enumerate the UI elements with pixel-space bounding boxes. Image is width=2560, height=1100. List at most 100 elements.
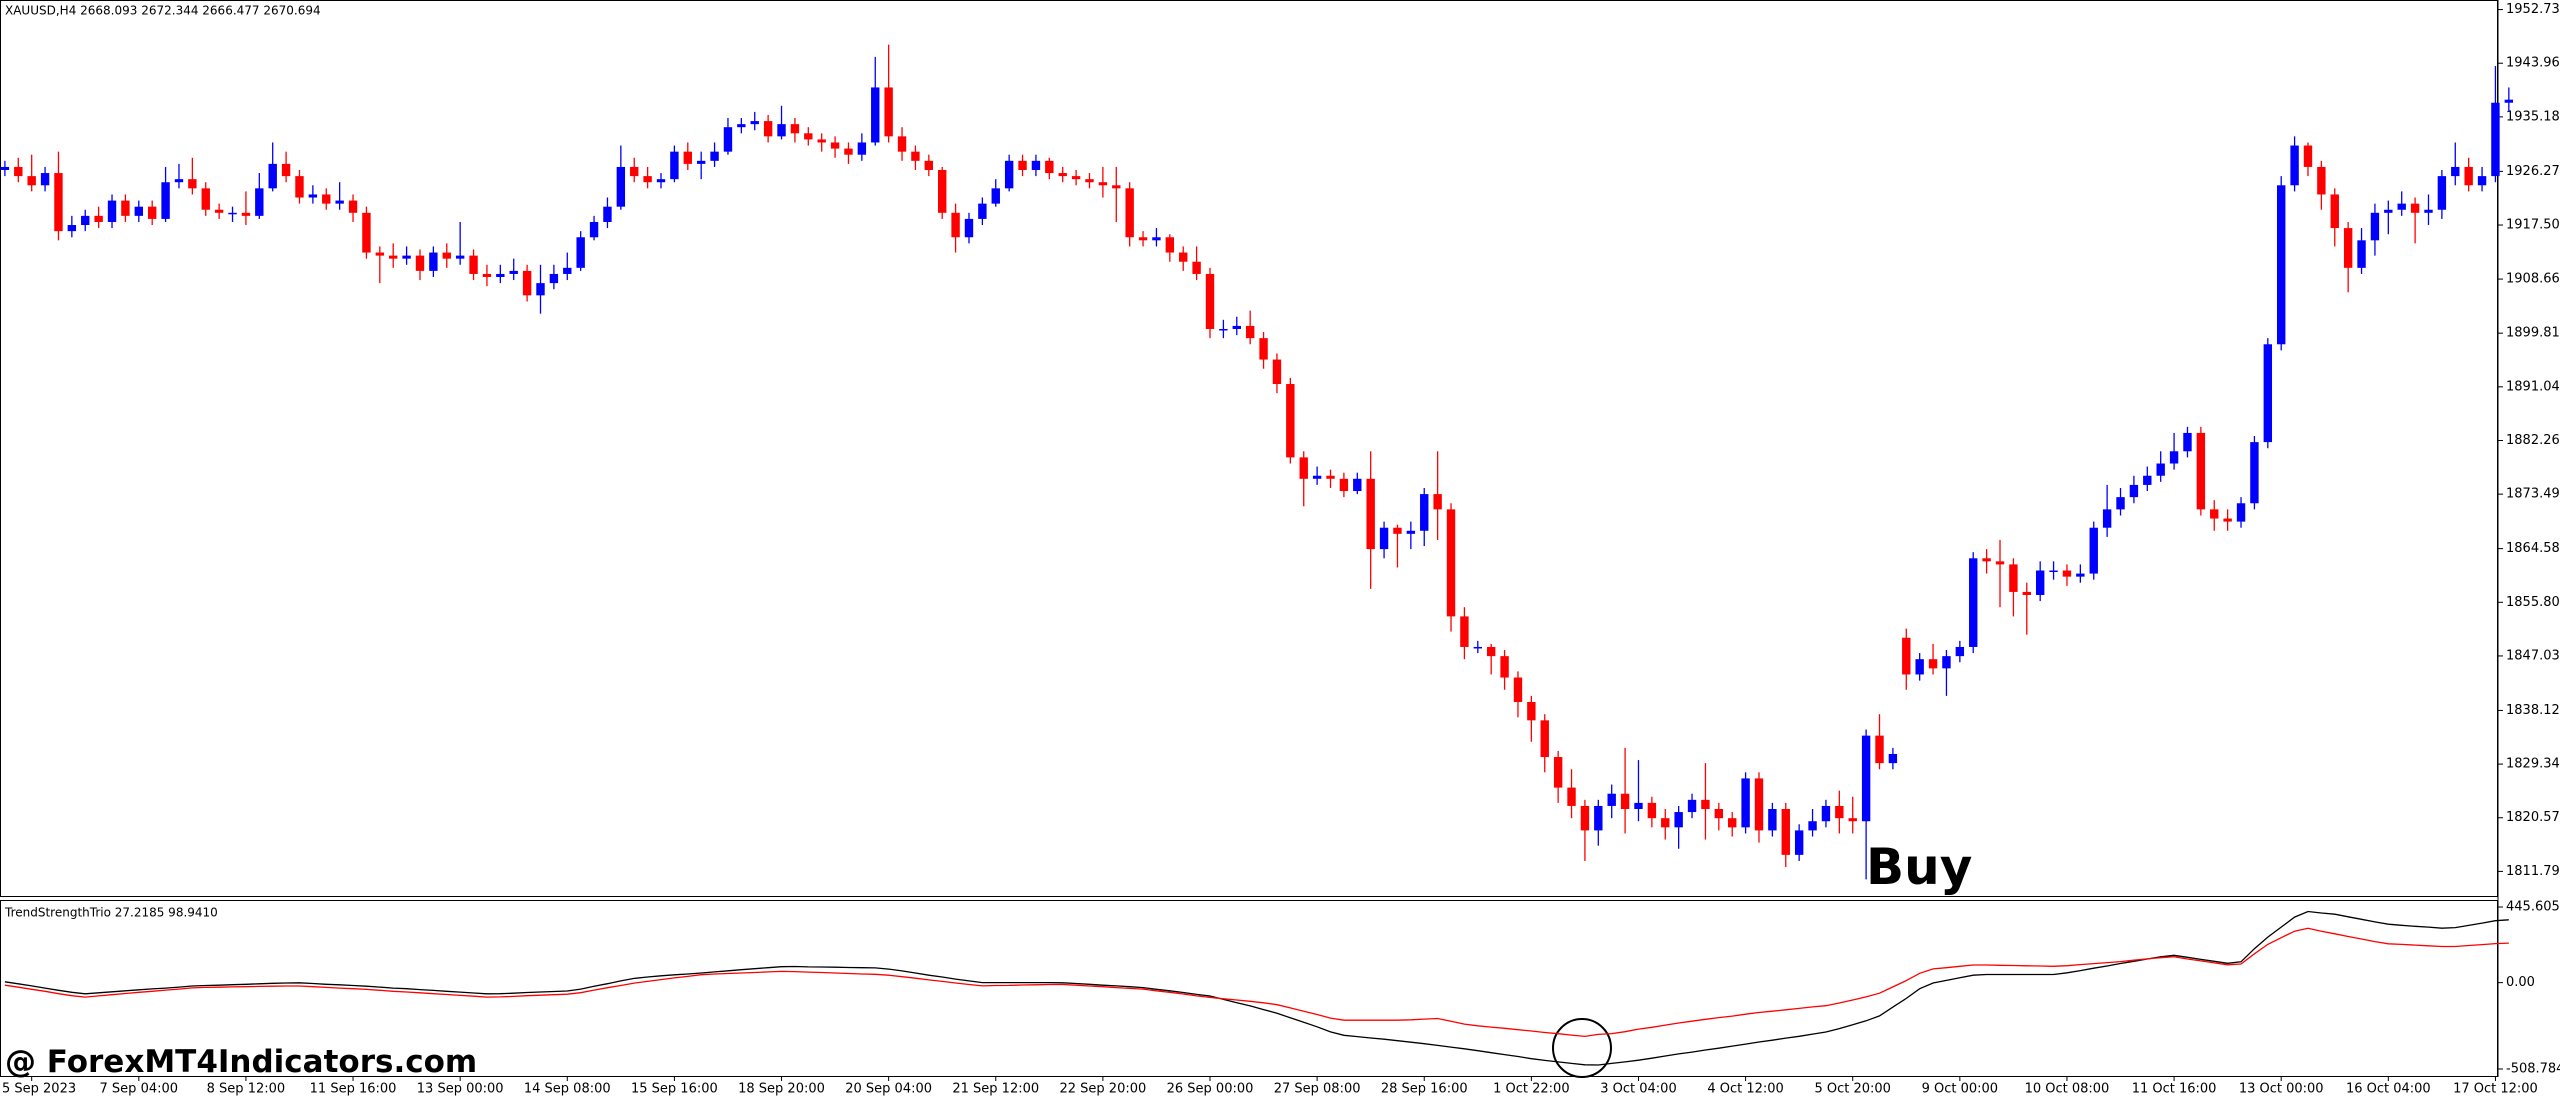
candle-body bbox=[1004, 160, 1014, 189]
y-tick-label: 1838.120 bbox=[2506, 703, 2560, 718]
candle-body bbox=[1232, 325, 1241, 329]
x-tick-label: 8 Sep 12:00 bbox=[207, 1082, 286, 1097]
candle-body bbox=[2169, 451, 2179, 464]
x-tick-label: 3 Oct 04:00 bbox=[1600, 1082, 1676, 1097]
candle-body bbox=[2303, 145, 2313, 167]
indicator-line bbox=[4, 910, 2509, 1066]
candle-body bbox=[121, 200, 130, 216]
candle-body bbox=[255, 188, 264, 216]
candle-body bbox=[536, 283, 545, 296]
candle-body bbox=[1781, 809, 1790, 855]
candle-body bbox=[134, 206, 143, 216]
candle-body bbox=[0, 166, 10, 170]
y-tick-label: 445.6054 bbox=[2506, 900, 2560, 915]
candle-body bbox=[482, 273, 492, 278]
candle-body bbox=[1982, 558, 1991, 562]
candle-body bbox=[2451, 166, 2460, 177]
candle-body bbox=[1714, 809, 1724, 819]
y-tick-label: 1864.580 bbox=[2506, 541, 2560, 556]
candle-body bbox=[1138, 237, 1148, 241]
candle-body bbox=[1353, 478, 1362, 492]
y-tick-label: -508.7842 bbox=[2506, 1062, 2560, 1077]
candle-body bbox=[2277, 185, 2286, 345]
candle-body bbox=[563, 267, 572, 274]
candle-body bbox=[14, 166, 23, 177]
y-tick-label: 1943.960 bbox=[2506, 56, 2560, 71]
candle-body bbox=[2370, 212, 2380, 241]
candle-body bbox=[1607, 793, 1616, 806]
candle-body bbox=[1848, 818, 1857, 822]
candle-body bbox=[616, 166, 626, 207]
candle-body bbox=[1326, 475, 1335, 479]
candle-body bbox=[389, 255, 398, 259]
candle-body bbox=[1902, 637, 1911, 675]
candle-body bbox=[1420, 494, 1429, 531]
y-tick-label: 1935.185 bbox=[2506, 109, 2560, 124]
candle-body bbox=[1165, 237, 1175, 253]
x-tick-label: 18 Sep 20:00 bbox=[738, 1082, 825, 1097]
x-tick-label: 5 Sep 2023 bbox=[2, 1082, 76, 1097]
candle-body bbox=[737, 124, 746, 128]
candle-body bbox=[1661, 818, 1670, 828]
candle-body bbox=[643, 176, 652, 183]
candle-body bbox=[2210, 509, 2219, 519]
candle-body bbox=[402, 255, 411, 259]
candle-body bbox=[656, 179, 666, 183]
candle-body bbox=[1286, 384, 1295, 458]
candle-body bbox=[817, 139, 826, 143]
candle-body bbox=[2076, 573, 2085, 577]
y-tick-label: 1908.660 bbox=[2506, 272, 2560, 287]
candle-body bbox=[777, 124, 786, 137]
candle-body bbox=[830, 142, 840, 149]
y-tick-label: 1829.345 bbox=[2506, 757, 2560, 772]
candle-body bbox=[509, 270, 518, 274]
candle-body bbox=[1794, 830, 1804, 855]
candle-body bbox=[67, 225, 77, 232]
candle-body bbox=[2397, 203, 2406, 210]
y-tick-label: 1882.265 bbox=[2506, 433, 2560, 448]
candle-body bbox=[1406, 530, 1416, 534]
x-tick-label: 27 Sep 08:00 bbox=[1274, 1082, 1361, 1097]
candle-body bbox=[1527, 701, 1536, 721]
candle-body bbox=[549, 273, 559, 284]
candle-body bbox=[924, 160, 934, 170]
highlight-circle bbox=[1552, 1018, 1612, 1078]
indicator-line bbox=[4, 927, 2509, 1038]
candle-body bbox=[1634, 802, 1643, 810]
watermark: @ ForexMT4Indicators.com bbox=[5, 1044, 477, 1080]
y-tick-label: 1899.815 bbox=[2506, 326, 2560, 341]
candle-body bbox=[1031, 160, 1041, 170]
candle-body bbox=[2156, 463, 2165, 476]
main-frame bbox=[0, 0, 2498, 897]
candle-body bbox=[2357, 240, 2366, 268]
candle-body bbox=[723, 127, 733, 152]
candle-body bbox=[2317, 166, 2326, 195]
candle-body bbox=[335, 200, 344, 204]
indicator-frame bbox=[0, 900, 2498, 1077]
candle-body bbox=[322, 194, 331, 204]
x-tick-label: 9 Oct 00:00 bbox=[1922, 1082, 1998, 1097]
candle-body bbox=[1594, 805, 1603, 831]
candle-body bbox=[670, 151, 679, 180]
candle-body bbox=[2089, 527, 2098, 574]
candle-body bbox=[1620, 793, 1630, 810]
candle-body bbox=[1245, 325, 1255, 339]
candle-body bbox=[281, 163, 291, 177]
y-tick-label: 1873.490 bbox=[2506, 487, 2560, 502]
candle-body bbox=[857, 142, 867, 155]
candle-body bbox=[1741, 778, 1750, 828]
candle-body bbox=[2464, 166, 2473, 186]
x-tick-label: 21 Sep 12:00 bbox=[952, 1082, 1039, 1097]
candle-body bbox=[147, 206, 157, 219]
candle-body bbox=[1513, 677, 1523, 702]
indicator-title: TrendStrengthTrio 27.2185 98.9410 bbox=[4, 906, 218, 920]
candle-body bbox=[94, 215, 103, 222]
candle-body bbox=[496, 273, 505, 278]
x-tick-label: 15 Sep 16:00 bbox=[631, 1082, 718, 1097]
candle-body bbox=[871, 87, 880, 143]
candle-body bbox=[348, 200, 358, 213]
candle-body bbox=[1808, 821, 1817, 831]
candle-body bbox=[1272, 359, 1282, 385]
